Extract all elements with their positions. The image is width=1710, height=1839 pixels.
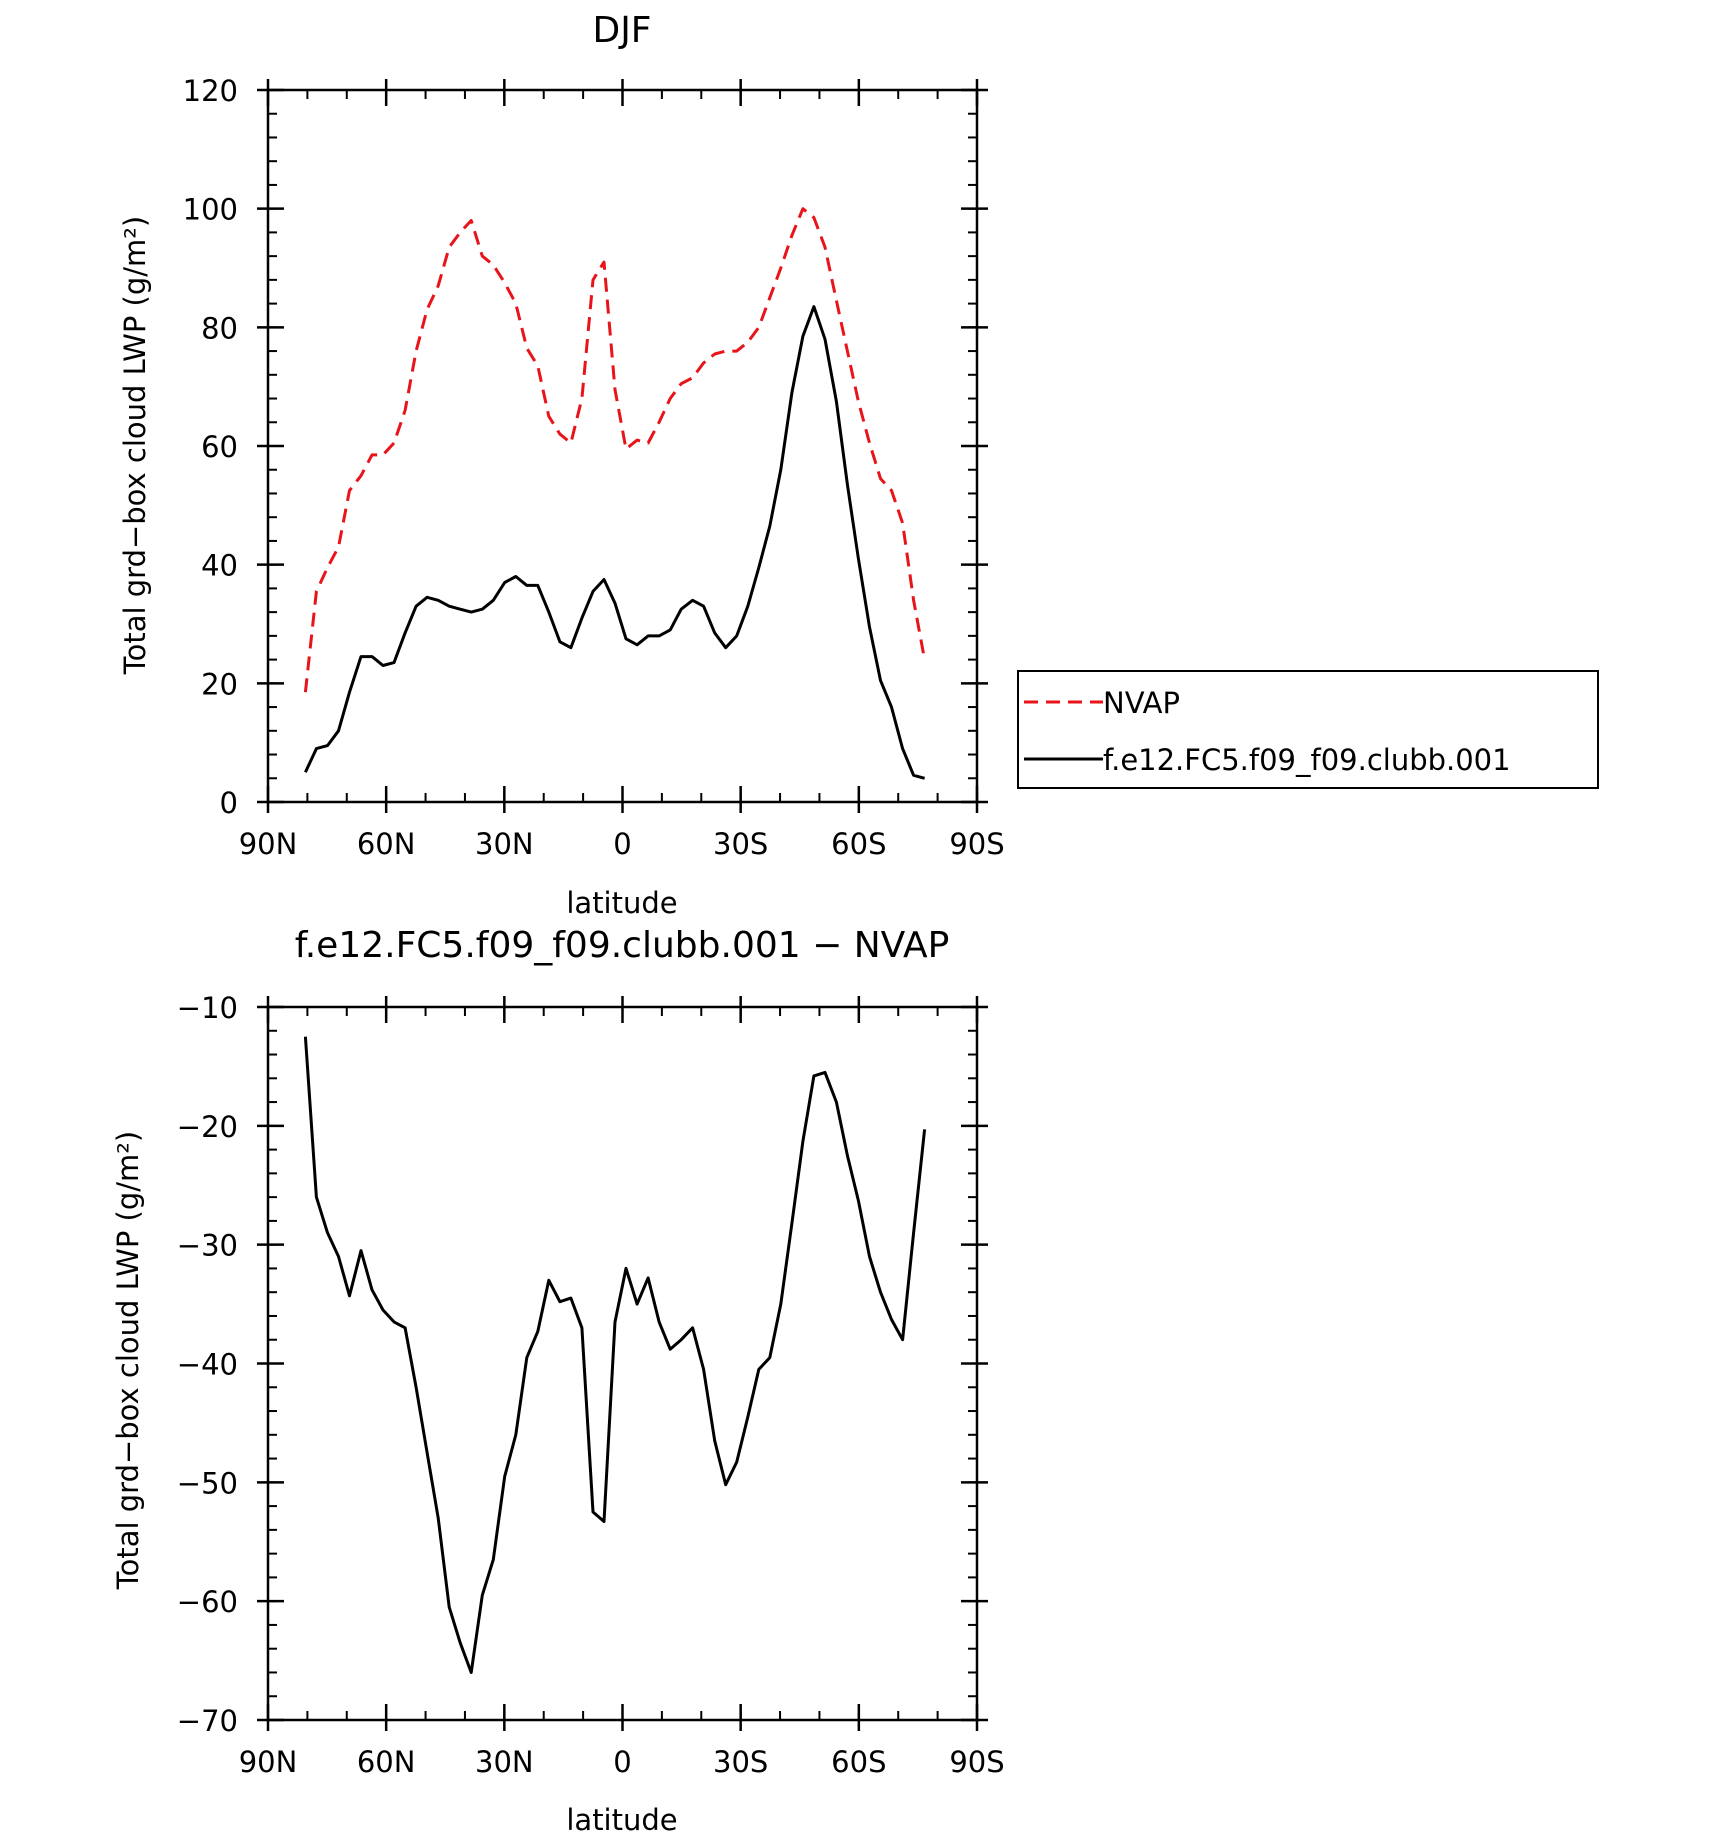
x-axis-label: latitude: [566, 886, 677, 920]
y-tick-label: −40: [177, 1348, 238, 1382]
y-tick-label: −30: [177, 1229, 238, 1263]
legend-label-nvap: NVAP: [1103, 686, 1180, 720]
x-tick-label: 60N: [357, 827, 416, 861]
chart-title: DJF: [592, 10, 651, 51]
y-tick-label: 20: [201, 667, 238, 701]
x-tick-label: 0: [613, 1745, 631, 1779]
x-tick-label: 30N: [475, 827, 534, 861]
plot-frame: [266, 1005, 979, 1722]
panel-bottom: f.e12.FC5.f09_f09.clubb.001 − NVAP Total…: [111, 925, 1005, 1837]
y-tick-label: 80: [201, 311, 238, 345]
panel-top: DJF Total grd−box cloud LWP (g/m²) latit…: [118, 10, 1005, 920]
series-line-nvap: [303, 207, 927, 693]
x-tick-label: 30N: [475, 1745, 534, 1779]
x-tick-label: 60N: [357, 1745, 416, 1779]
chart-title: f.e12.FC5.f09_f09.clubb.001 − NVAP: [295, 925, 950, 966]
series-line-difference: [303, 1036, 927, 1674]
x-tick-label: 90N: [239, 827, 298, 861]
x-tick-label: 30S: [713, 1745, 768, 1779]
y-axis-label: Total grd−box cloud LWP (g/m²): [111, 1131, 145, 1590]
series-line-model: [304, 305, 925, 780]
y-tick-label: −20: [177, 1110, 238, 1144]
y-tick-label: −10: [177, 991, 238, 1025]
x-tick-label: 90N: [239, 1745, 298, 1779]
x-axis-label: latitude: [566, 1803, 677, 1837]
y-tick-label: −50: [177, 1466, 238, 1500]
legend: NVAP f.e12.FC5.f09_f09.clubb.001: [1017, 670, 1599, 789]
x-tick-label: 90S: [949, 1745, 1004, 1779]
legend-entry-model: f.e12.FC5.f09_f09.clubb.001: [1024, 743, 1511, 777]
y-tick-label: −60: [177, 1585, 238, 1619]
x-tick-label: 60S: [831, 827, 886, 861]
y-tick-label: 0: [220, 786, 238, 820]
y-tick-label: 40: [201, 549, 238, 583]
x-tick-label: 90S: [949, 827, 1004, 861]
y-tick-label: 60: [201, 430, 238, 464]
x-tick-label: 30S: [713, 827, 768, 861]
x-tick-label: 60S: [831, 1745, 886, 1779]
y-tick-label: 120: [183, 74, 238, 108]
plot-frame: [266, 88, 979, 804]
y-tick-label: −70: [177, 1704, 238, 1738]
x-tick-label: 0: [613, 827, 631, 861]
y-tick-label: 100: [183, 193, 238, 227]
legend-entry-nvap: NVAP: [1024, 686, 1180, 720]
legend-label-model: f.e12.FC5.f09_f09.clubb.001: [1103, 743, 1511, 777]
y-axis-label: Total grd−box cloud LWP (g/m²): [118, 216, 152, 675]
legend-box: [1017, 670, 1599, 789]
